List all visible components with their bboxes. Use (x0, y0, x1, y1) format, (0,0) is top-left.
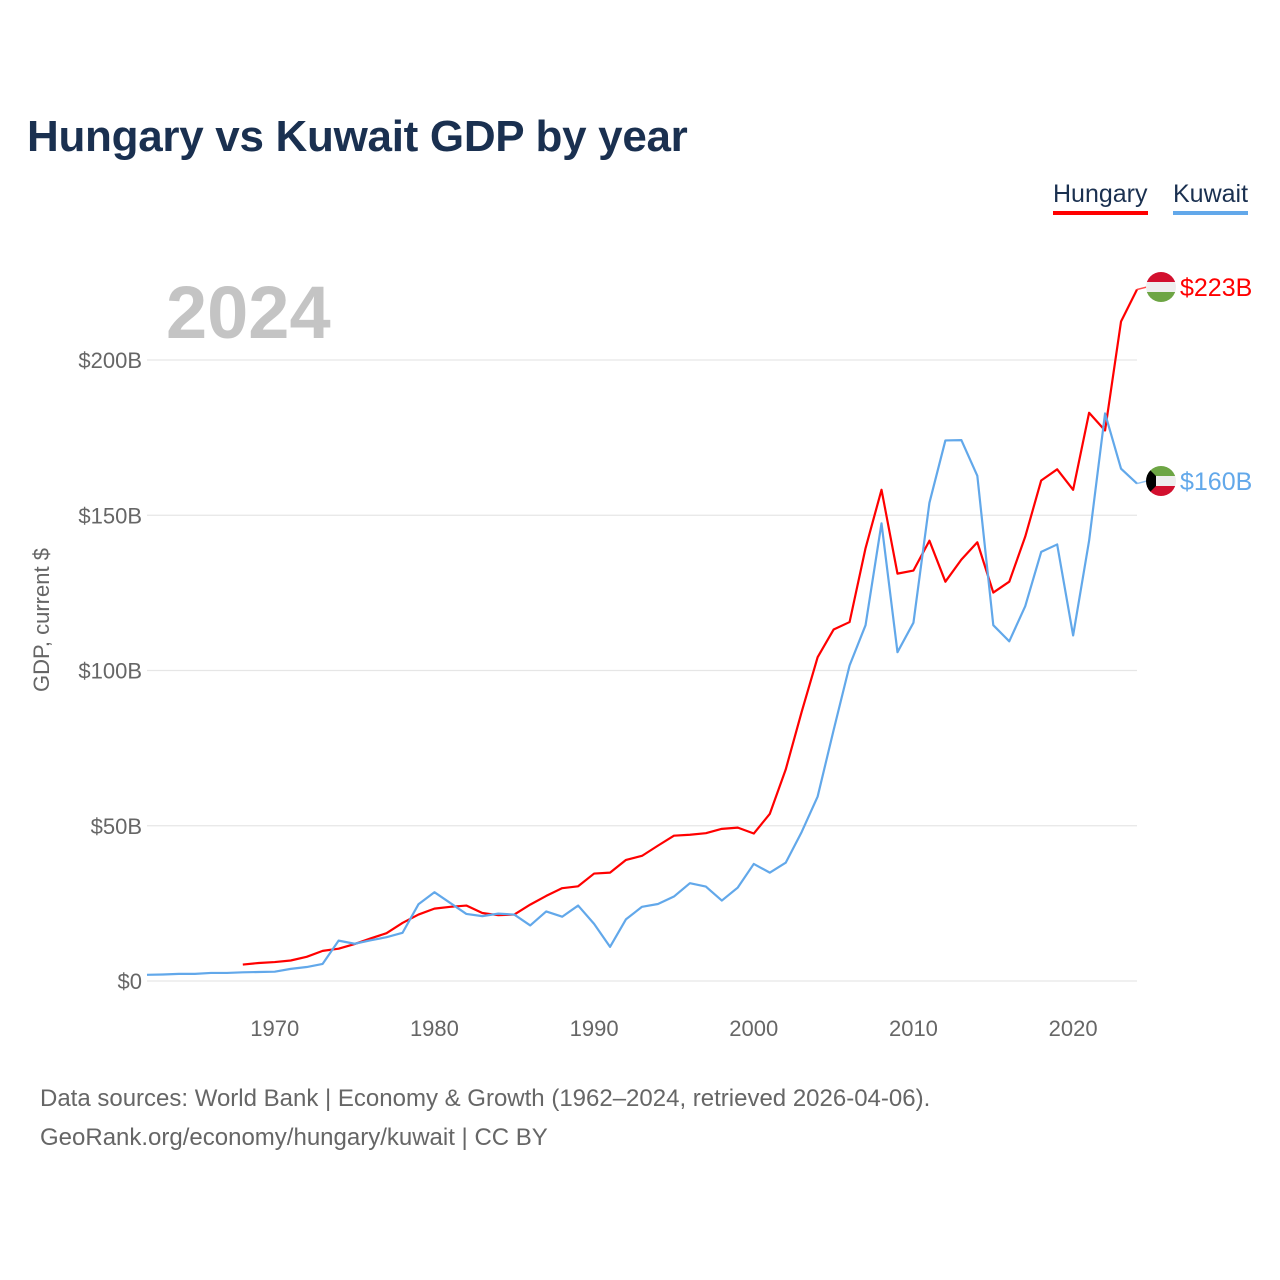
x-tick-label: 2010 (889, 1016, 938, 1041)
series-line-hungary (242, 289, 1138, 966)
y-tick-label: $50B (91, 814, 142, 839)
legend-kuwait[interactable]: Kuwait (1173, 180, 1249, 215)
footer-link[interactable]: GeoRank.org/economy/hungary/kuwait | CC … (40, 1124, 548, 1151)
current-year-label: 2024 (166, 271, 331, 354)
chart-title: Hungary vs Kuwait GDP by year (27, 112, 688, 161)
end-value-label-kuwait: $160B (1180, 468, 1252, 496)
y-tick-label: $100B (78, 659, 142, 684)
y-tick-label: $150B (78, 503, 142, 528)
end-value-label-hungary: $223B (1180, 274, 1252, 302)
end-connector (1136, 480, 1148, 485)
hungary-flag-icon (1146, 272, 1176, 302)
end-connector (1136, 286, 1148, 291)
y-tick-label: $0 (118, 969, 142, 994)
series-line-kuwait (146, 412, 1138, 976)
kuwait-flag-icon (1146, 466, 1176, 496)
footer-sources: Data sources: World Bank | Economy & Gro… (40, 1085, 931, 1112)
x-tick-label: 1990 (570, 1016, 619, 1041)
y-tick-label: $200B (78, 348, 142, 373)
x-tick-label: 2000 (729, 1016, 778, 1041)
legend-hungary[interactable]: Hungary (1053, 180, 1148, 215)
x-tick-label: 2020 (1049, 1016, 1098, 1041)
x-tick-label: 1980 (410, 1016, 459, 1041)
x-tick-label: 1970 (250, 1016, 299, 1041)
